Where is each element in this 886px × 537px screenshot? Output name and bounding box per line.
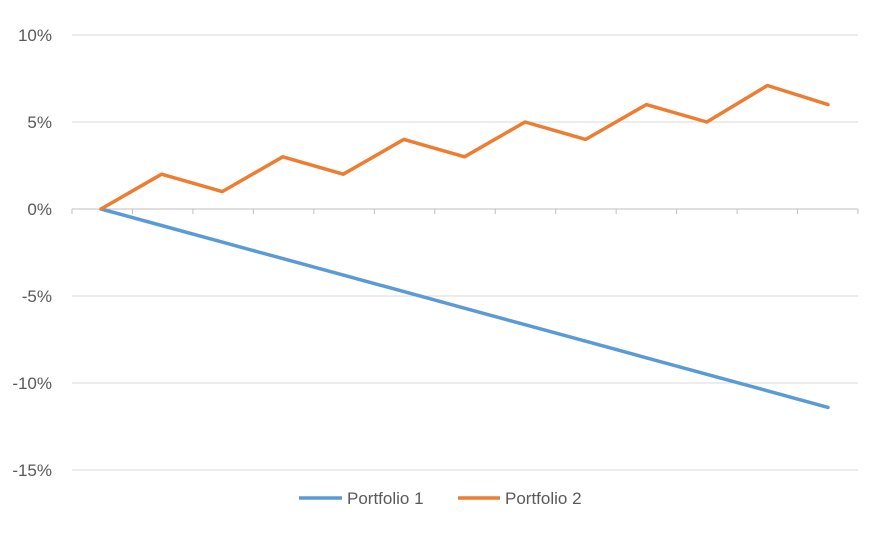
legend-label-1: Portfolio 1 [347,489,424,508]
y-axis-tick-labels: 10% 5% 0% -5% -10% -15% [12,26,52,480]
legend-label-2: Portfolio 2 [505,489,582,508]
series-lines [99,83,830,410]
y-tick-label: 0% [27,200,52,219]
y-tick-label: -15% [12,461,52,480]
y-tick-label: -5% [22,287,52,306]
series-line-2 [99,83,830,211]
x-axis [71,208,859,214]
series-line-1 [99,207,830,410]
y-tick-label: 10% [18,26,52,45]
y-tick-label: 5% [27,113,52,132]
y-tick-label: -10% [12,374,52,393]
gridlines [72,34,858,471]
legend: Portfolio 1 Portfolio 2 [299,489,582,508]
